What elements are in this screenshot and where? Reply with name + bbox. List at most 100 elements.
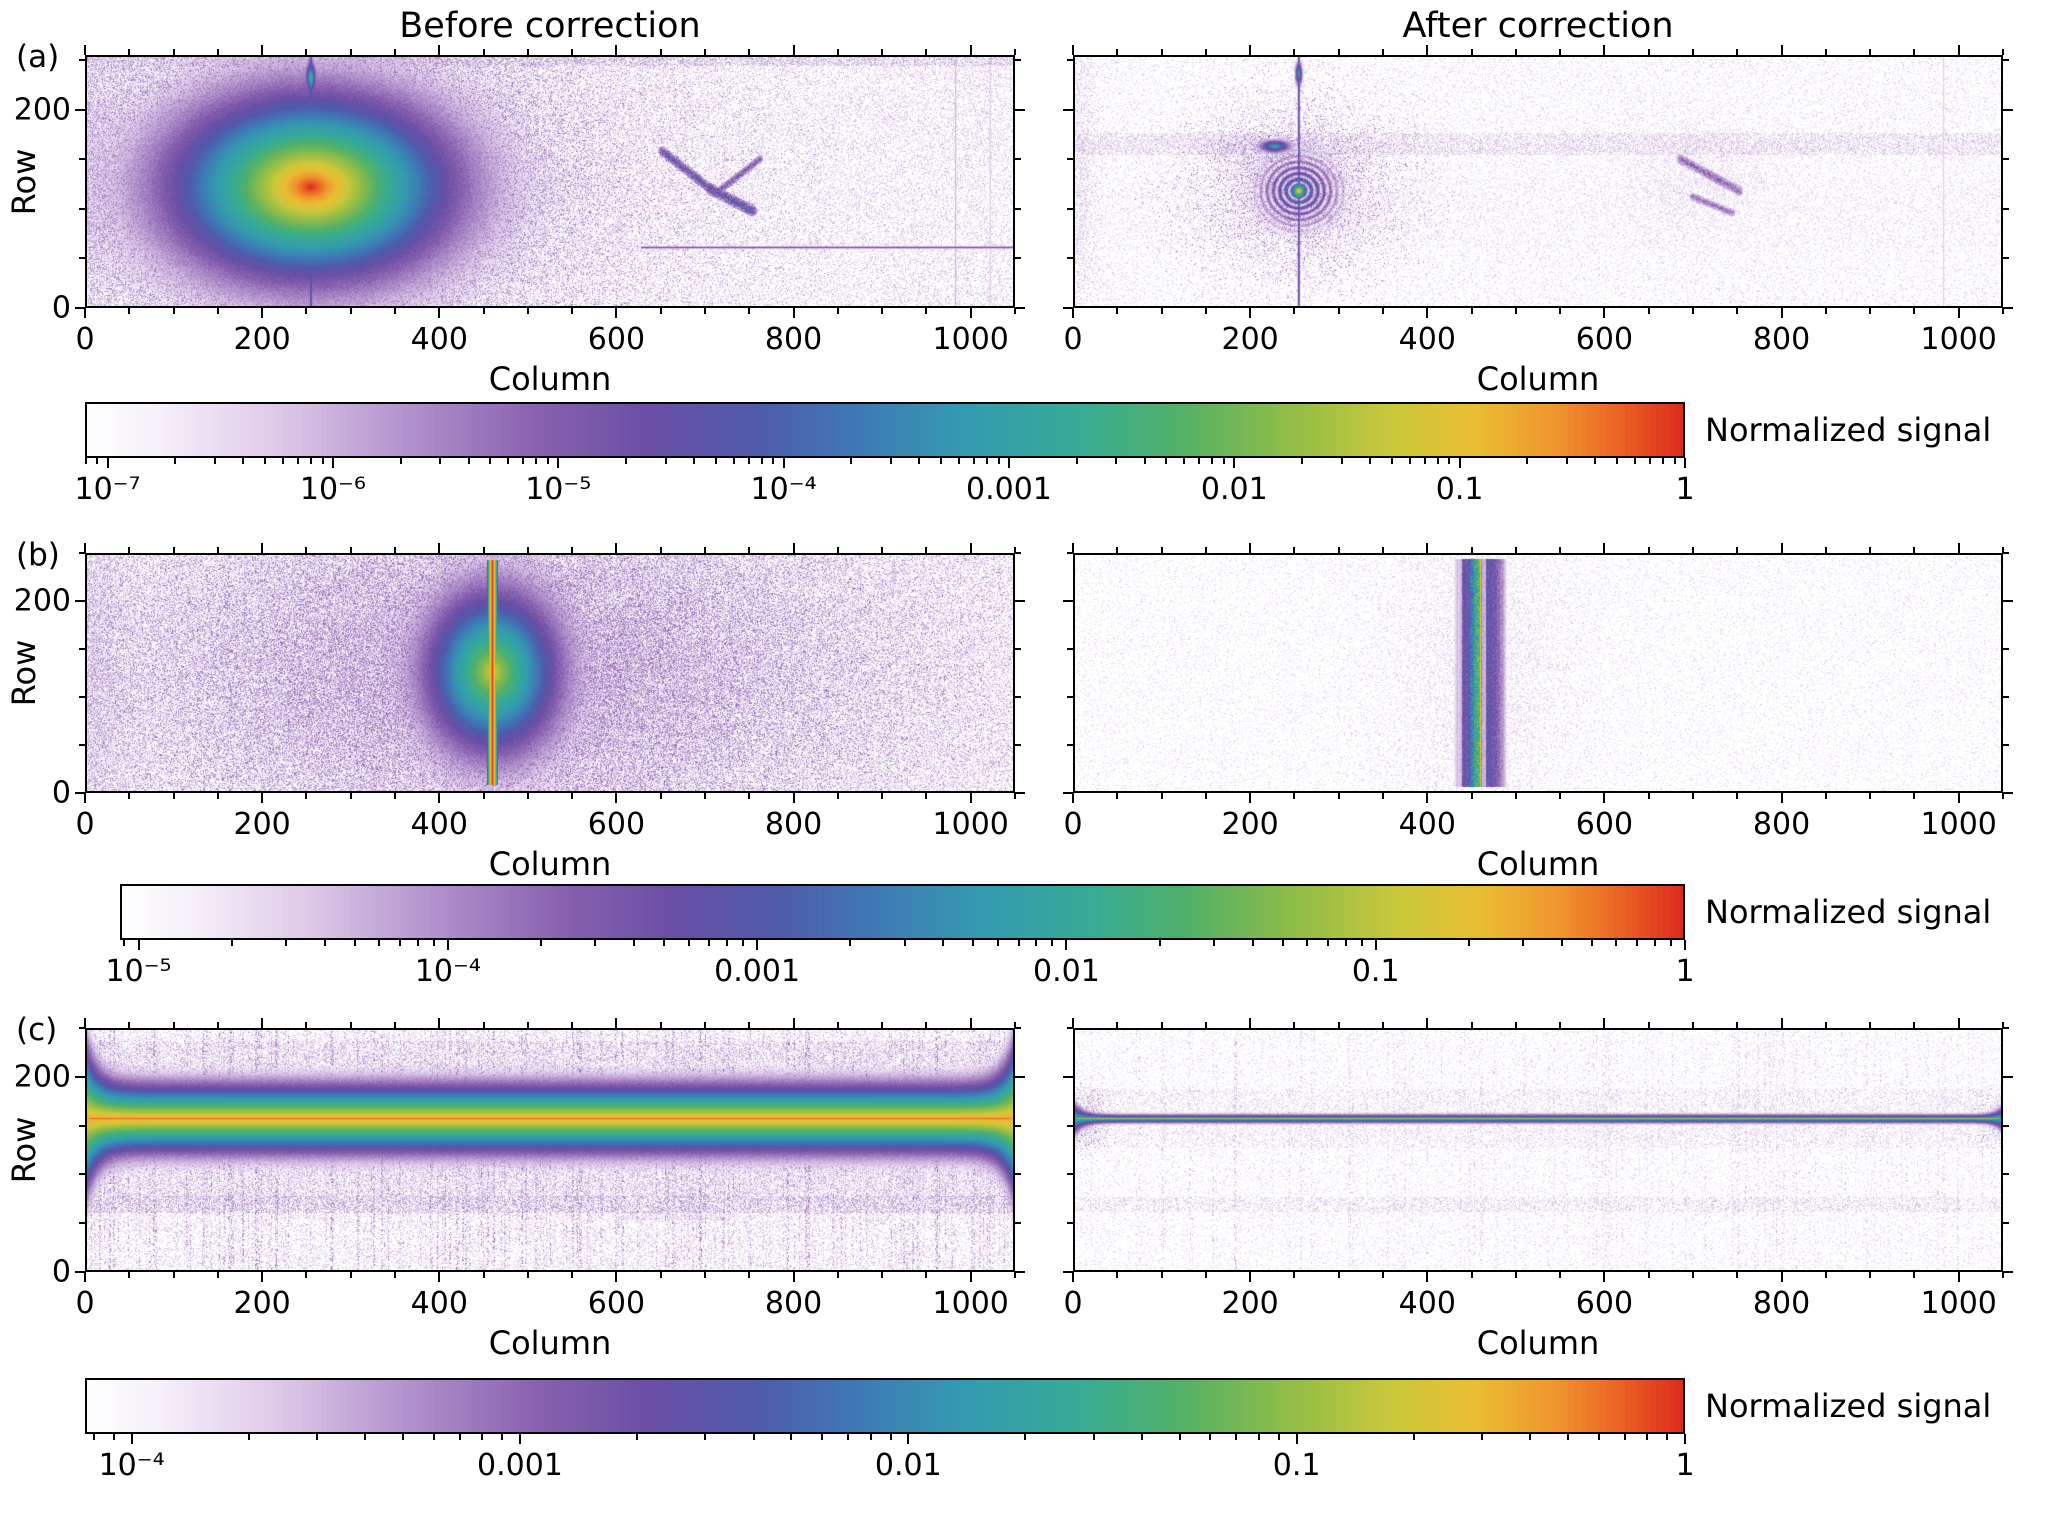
x-minor-tick <box>1559 308 1562 314</box>
x-tick-label-b-before: 600 <box>587 807 646 842</box>
x-major-tick <box>84 308 86 318</box>
colorbar-minor-tick <box>1390 458 1393 464</box>
colorbar-minor-tick <box>663 940 666 946</box>
colorbar-minor-tick <box>903 940 906 946</box>
colorbar-minor-tick <box>364 1434 367 1440</box>
colorbar-minor-tick <box>230 940 233 946</box>
x-minor-tick <box>172 308 175 314</box>
colorbar-minor-tick <box>726 940 729 946</box>
x-major-tick <box>792 45 795 55</box>
colorbar-minor-tick <box>1075 458 1078 464</box>
colorbar-minor-tick <box>1615 940 1618 946</box>
colorbar-tick-label-c: 0.01 <box>874 1448 942 1483</box>
x-major-tick <box>1249 1018 1252 1028</box>
colorbar-minor-tick <box>378 940 381 946</box>
colorbar-minor-tick <box>1360 940 1363 946</box>
x-tick-label-c-after: 600 <box>1575 1286 1634 1321</box>
y-minor-tick <box>1015 744 1021 746</box>
x-tick-label-c-before: 800 <box>764 1286 823 1321</box>
y-major-tick <box>1015 1075 1025 1078</box>
x-minor-tick <box>349 547 352 553</box>
colorbar-major-tick <box>907 1434 910 1444</box>
colorbar-minor-tick <box>399 458 402 464</box>
x-minor-tick <box>1470 49 1473 55</box>
column-title-after: After correction <box>1402 6 1674 46</box>
y-major-tick <box>1063 600 1073 602</box>
colorbar-tick-label-a: 10⁻⁶ <box>299 472 366 507</box>
colorbar-minor-tick <box>1526 458 1529 464</box>
x-minor-tick <box>1160 1272 1163 1278</box>
x-major-tick <box>261 308 264 318</box>
colorbar-minor-tick <box>1529 1434 1532 1440</box>
colorbar-minor-tick <box>92 1434 95 1440</box>
x-minor-tick <box>172 1272 175 1278</box>
colorbar-minor-tick <box>847 1434 850 1440</box>
y-minor-tick <box>1067 1173 1073 1176</box>
y-minor-tick <box>2003 1124 2009 1127</box>
y-minor-tick <box>2003 744 2009 746</box>
colorbar-tick-label-a: 0.1 <box>1435 472 1484 507</box>
colorbar-minor-tick <box>1178 1434 1181 1440</box>
colorbar-minor-tick <box>1306 940 1309 946</box>
colorbar-minor-tick <box>1235 1434 1238 1440</box>
x-major-tick <box>969 1272 972 1282</box>
y-major-tick <box>1063 108 1073 111</box>
column-title-before: Before correction <box>399 6 701 46</box>
x-minor-tick <box>1204 547 1207 553</box>
x-major-tick <box>1249 543 1252 553</box>
colorbar-minor-tick <box>1673 458 1676 464</box>
colorbar-minor-tick <box>1623 1434 1626 1440</box>
colorbar-tick-label-c: 1 <box>1675 1448 1695 1483</box>
y-major-tick <box>2003 1075 2013 1078</box>
colorbar-minor-tick <box>432 940 435 946</box>
x-major-tick <box>969 793 972 803</box>
x-major-tick <box>1603 793 1606 803</box>
x-minor-tick <box>1293 308 1296 314</box>
y-major-tick <box>2003 307 2013 309</box>
x-minor-tick <box>1293 793 1296 799</box>
x-minor-tick <box>1692 1022 1694 1028</box>
x-minor-tick <box>571 547 574 553</box>
x-minor-tick <box>394 49 396 55</box>
x-tick-label-b-before: 400 <box>410 807 468 842</box>
x-major-tick <box>615 45 618 55</box>
x-minor-tick <box>1514 49 1517 55</box>
colorbar-minor-tick <box>481 1434 484 1440</box>
colorbar-minor-tick <box>714 458 717 464</box>
colorbar-minor-tick <box>687 940 690 946</box>
colorbar-tick-label-a: 0.01 <box>1200 472 1268 507</box>
x-major-tick <box>1249 793 1252 803</box>
x-minor-tick <box>1382 793 1384 799</box>
colorbar-major-tick <box>557 458 560 468</box>
x-minor-tick <box>659 1022 662 1028</box>
y-axis-label-b: Row <box>5 639 43 707</box>
x-tick-label-a-before: 1000 <box>932 322 1009 357</box>
x-minor-tick <box>748 793 751 799</box>
colorbar-tick-label-b: 0.1 <box>1351 954 1400 989</box>
x-minor-tick <box>704 547 706 553</box>
x-minor-tick <box>881 1272 884 1278</box>
x-major-tick <box>1957 543 1960 553</box>
x-minor-tick <box>349 1272 352 1278</box>
x-major-tick <box>615 308 618 318</box>
x-minor-tick <box>482 547 485 553</box>
colorbar-minor-tick <box>1669 940 1672 946</box>
x-minor-tick <box>1470 547 1473 553</box>
x-minor-tick <box>881 793 884 799</box>
colorbar-minor-tick <box>310 458 313 464</box>
x-minor-tick <box>925 1022 928 1028</box>
x-major-tick <box>792 793 795 803</box>
y-minor-tick <box>1015 552 1021 554</box>
colorbar-major-tick <box>137 940 140 950</box>
x-minor-tick <box>1014 1272 1016 1278</box>
colorbar-minor-tick <box>247 1434 250 1440</box>
panel-label-b: (b) <box>16 537 60 573</box>
y-tick-label-a: 200 <box>13 92 71 128</box>
colorbar-minor-tick <box>1035 940 1038 946</box>
y-minor-tick <box>79 1222 85 1225</box>
y-major-tick <box>1015 600 1025 602</box>
colorbar-c <box>85 1378 1685 1434</box>
x-major-tick <box>1957 45 1960 55</box>
x-minor-tick <box>1470 308 1473 314</box>
x-minor-tick <box>1559 793 1562 799</box>
